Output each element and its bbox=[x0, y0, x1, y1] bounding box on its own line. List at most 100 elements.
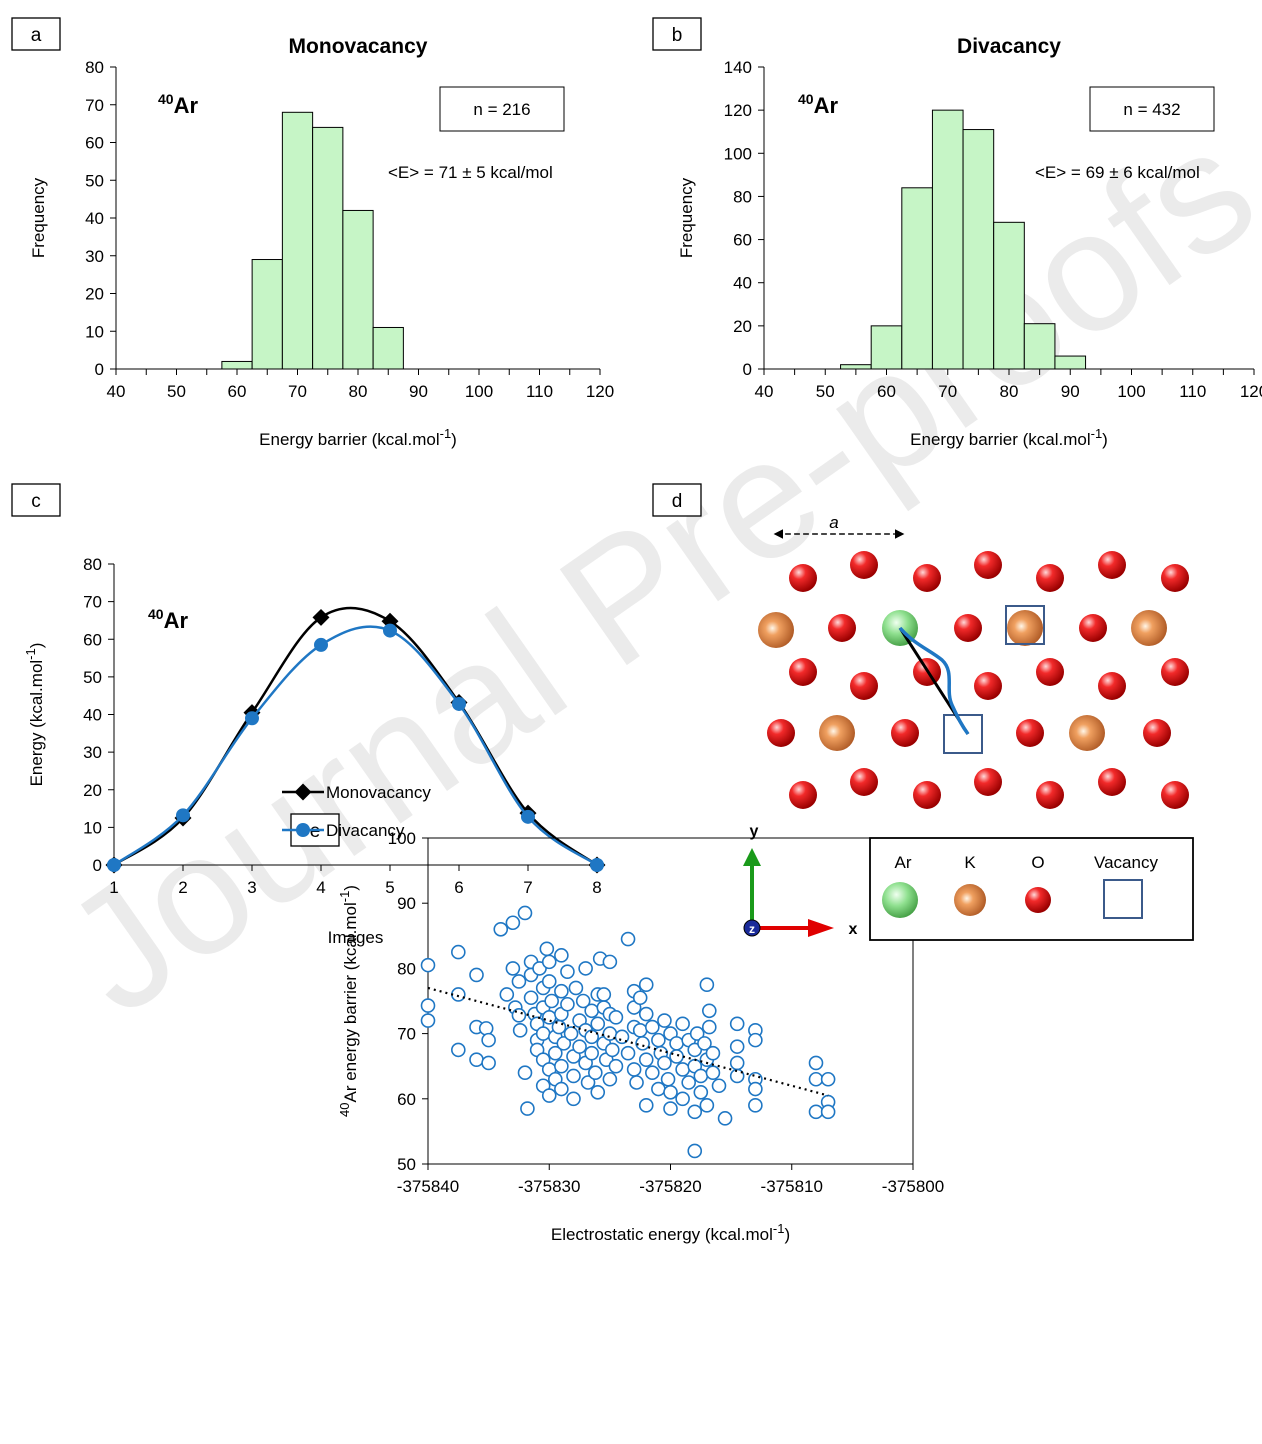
hist-b-x-tick-label: 120 bbox=[1240, 382, 1262, 401]
svg-text:c: c bbox=[31, 491, 41, 512]
hist-b-y-axis-title: Frequency bbox=[677, 177, 696, 258]
oxygen-atom bbox=[1161, 564, 1189, 592]
profile-divacancy-point bbox=[590, 858, 604, 872]
oxygen-atom bbox=[1161, 781, 1189, 809]
scatter-x-tick-label: -375800 bbox=[882, 1177, 944, 1196]
hist-a-y-tick-label: 80 bbox=[85, 58, 104, 77]
hist-b-y-tick-label: 0 bbox=[743, 360, 752, 379]
scatter-point bbox=[697, 1036, 712, 1051]
scatter-point bbox=[729, 1016, 745, 1032]
legend-o-atom bbox=[1025, 887, 1051, 913]
scatter-point bbox=[808, 1104, 824, 1120]
scatter-point bbox=[675, 1091, 690, 1107]
scatter-point bbox=[632, 1023, 648, 1038]
scatter-point bbox=[638, 1098, 654, 1113]
scatter-y-tick-label: 60 bbox=[397, 1090, 416, 1109]
oxygen-atom bbox=[1098, 672, 1126, 700]
profile-y-tick-label: 40 bbox=[83, 706, 102, 725]
scatter-point bbox=[554, 1058, 569, 1074]
hist-b-bar bbox=[931, 109, 964, 370]
scatter-point bbox=[748, 1081, 763, 1097]
scatter-point bbox=[481, 1032, 496, 1048]
hist-a-y-axis-title: Frequency bbox=[29, 177, 48, 258]
scatter-point bbox=[663, 1084, 678, 1100]
profile-divacancy-point bbox=[521, 809, 535, 824]
scatter-point bbox=[705, 1065, 721, 1081]
scatter-point bbox=[451, 987, 466, 1002]
scatter-point bbox=[584, 1003, 599, 1019]
hist-a-n-label: n = 216 bbox=[473, 100, 530, 119]
scatter-point bbox=[705, 1045, 721, 1061]
scatter-point bbox=[517, 905, 533, 921]
scatter-point bbox=[717, 1111, 733, 1126]
hist-a-y-tick-label: 0 bbox=[95, 360, 104, 379]
scatter-point bbox=[566, 1091, 581, 1107]
scatter-point bbox=[604, 1042, 620, 1058]
scatter-point bbox=[687, 1143, 703, 1159]
scatter-point bbox=[584, 1029, 599, 1045]
scatter-point bbox=[693, 1068, 709, 1084]
profile-series-monovacancy-line bbox=[113, 606, 598, 867]
z-axis-label: z bbox=[749, 922, 755, 936]
scatter-point bbox=[645, 1065, 660, 1081]
scatter-point bbox=[499, 987, 515, 1002]
scatter-point bbox=[478, 1021, 494, 1036]
hist-b-x-tick-label: 110 bbox=[1179, 382, 1206, 401]
scatter-point bbox=[620, 1045, 636, 1061]
hist-a-y-tick-label: 20 bbox=[85, 285, 104, 304]
scatter-x-tick-label: -375820 bbox=[639, 1177, 701, 1196]
scatter-point bbox=[512, 1023, 528, 1038]
scatter-point bbox=[729, 1068, 745, 1084]
scatter-point bbox=[689, 1026, 705, 1041]
hist-b-x-tick-label: 90 bbox=[1061, 382, 1080, 401]
scatter-point bbox=[560, 996, 575, 1012]
scatter-point bbox=[554, 948, 569, 963]
profile-x-tick-label: 6 bbox=[454, 878, 463, 897]
oxygen-atom bbox=[1036, 658, 1064, 686]
hist-a-x-tick-label: 70 bbox=[288, 382, 307, 401]
oxygen-atom bbox=[954, 614, 982, 642]
hist-a-title: Monovacancy bbox=[289, 35, 428, 58]
scatter-point bbox=[608, 1058, 624, 1074]
hist-b-x-tick-label: 70 bbox=[938, 382, 957, 401]
scatter-point bbox=[451, 944, 466, 960]
scatter-point bbox=[590, 1016, 606, 1032]
hist-a-x-axis-title: Energy barrier (kcal.mol-1) bbox=[259, 426, 457, 449]
scatter-point bbox=[602, 954, 618, 970]
scatter-point bbox=[584, 1045, 599, 1061]
hist-a-bar bbox=[221, 360, 253, 370]
profile-legend-marker bbox=[294, 783, 312, 801]
scatter-point bbox=[520, 1101, 535, 1116]
scatter-point bbox=[505, 961, 521, 976]
scatter-point bbox=[748, 1098, 763, 1113]
hist-a-x-tick-label: 80 bbox=[349, 382, 368, 401]
svg-text:b: b bbox=[672, 25, 683, 46]
oxygen-atom bbox=[767, 719, 795, 747]
oxygen-atom bbox=[1098, 551, 1126, 579]
scatter-point bbox=[699, 1098, 715, 1113]
scatter-point bbox=[572, 1039, 587, 1054]
hist-a-bar bbox=[342, 209, 374, 370]
scatter-point bbox=[511, 974, 527, 989]
scatter-point bbox=[575, 993, 591, 1009]
scatter-point bbox=[556, 1036, 572, 1051]
hist-a-n-box bbox=[439, 86, 565, 132]
scatter-point bbox=[669, 1036, 684, 1051]
scatter-point bbox=[629, 1075, 644, 1090]
hist-a-x-tick-label: 100 bbox=[465, 382, 493, 401]
panel-label-c: c bbox=[11, 483, 61, 517]
hist-a-isotope-label: 40Ar bbox=[158, 91, 198, 118]
scatter-point bbox=[820, 1071, 836, 1087]
profile-divacancy-point bbox=[314, 637, 328, 652]
scatter-point bbox=[711, 1078, 727, 1094]
scatter-point bbox=[493, 921, 509, 937]
scatter-point bbox=[693, 1084, 709, 1100]
divacancy-path bbox=[898, 626, 970, 736]
scatter-point bbox=[420, 1013, 436, 1028]
legend-k-atom bbox=[954, 884, 986, 916]
scatter-point bbox=[808, 1055, 824, 1071]
scatter-point bbox=[551, 1019, 567, 1035]
hist-b-bar bbox=[840, 364, 872, 370]
scatter-point bbox=[660, 1071, 676, 1087]
